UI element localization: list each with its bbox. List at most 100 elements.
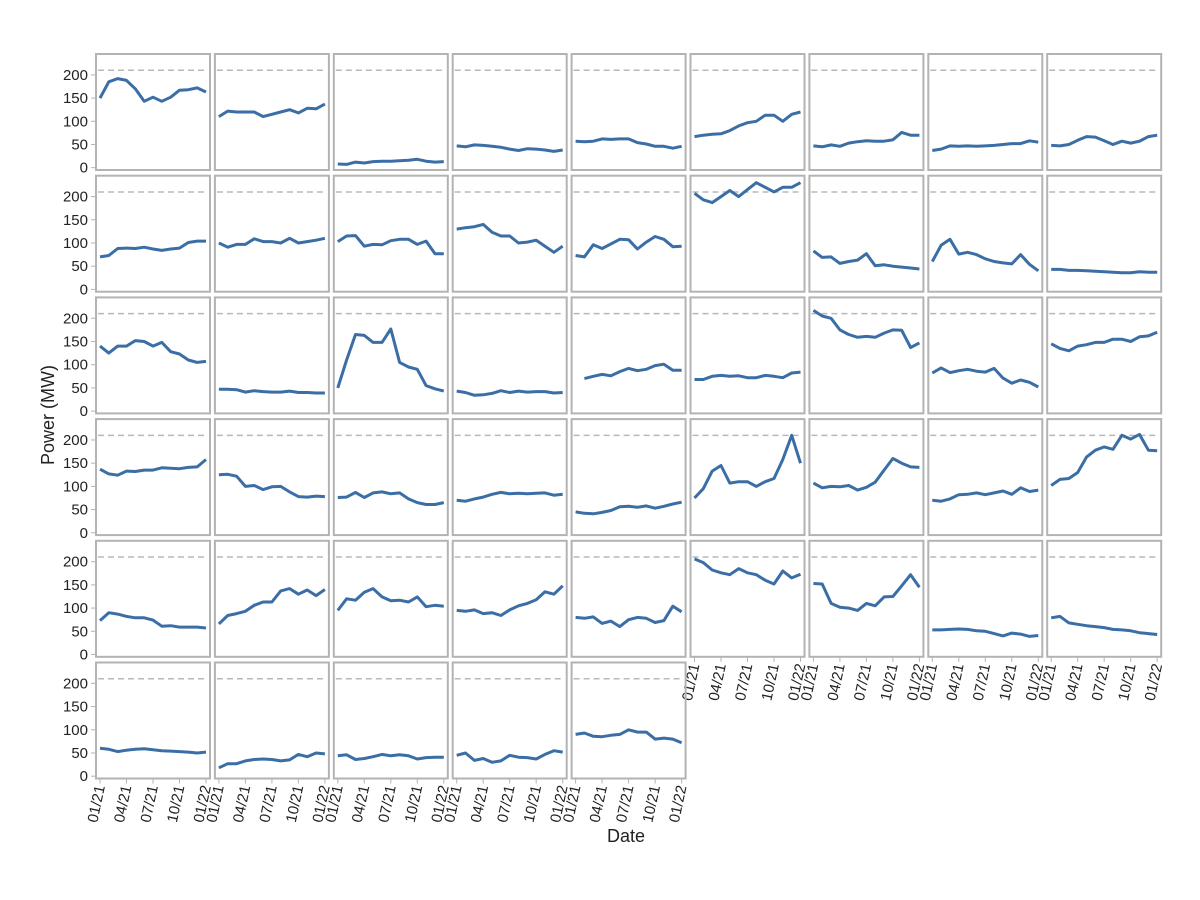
series-line [98,77,207,103]
series-line [932,486,1039,503]
panel-frame [213,174,330,293]
y-tick-label: 150 [63,577,88,594]
series-line [336,234,444,256]
y-tick-label: 150 [63,699,88,716]
x-tick-label: 07/21 [494,784,518,824]
series-line [693,181,802,205]
panel-frame [332,53,449,171]
y-tick-label: 100 [63,722,88,739]
series-line [456,584,564,617]
x-axis-label: Date [607,826,645,846]
y-tick-label: 150 [63,455,88,472]
panel-frame [1046,174,1163,293]
y-tick-label: 150 [63,90,88,107]
panel-frame [95,174,211,293]
x-tick-label: 10/21 [1115,662,1139,702]
series-line [1050,614,1158,636]
panel-frame [332,539,449,658]
y-tick-label: 100 [63,113,88,130]
panel-frame [95,661,211,780]
x-tick-label: 10/21 [758,662,782,702]
x-tick-label: 04/21 [705,662,729,702]
y-tick-label: 200 [63,310,88,327]
series-line [575,235,682,259]
y-tick-label: 0 [80,646,88,663]
x-tick-label: 07/21 [375,784,399,824]
panel-frame [332,418,449,537]
y-tick-label: 200 [63,554,88,571]
y-tick-label: 0 [80,160,88,177]
x-tick-label: 01/21 [84,784,108,824]
x-tick-label: 04/21 [111,784,135,824]
panel-frame [332,174,449,293]
series-line [575,500,682,516]
x-tick-label: 04/21 [230,784,254,824]
series-line [337,752,444,761]
series-line [218,102,326,119]
series-line [99,339,207,364]
panel-frame [808,539,925,658]
y-tick-label: 50 [71,745,88,762]
y-tick-label: 50 [71,136,88,153]
panel-frame [689,539,806,658]
x-tick-label: 10/21 [402,784,426,824]
series-line [575,728,683,745]
series-line [218,472,325,499]
series-line [812,309,921,349]
series-line [336,327,445,393]
x-tick-label: 10/21 [521,784,545,824]
series-line [218,751,326,770]
x-tick-label: 07/21 [970,662,994,702]
series-line [930,237,1040,273]
series-line [813,130,920,149]
panel-frame [213,296,330,415]
panel-frame [570,53,687,171]
x-tick-label: 07/21 [1089,662,1113,702]
series-line [337,490,445,506]
panel-frame [808,53,925,171]
series-line [218,387,325,395]
series-line [694,370,801,381]
series-line [931,366,1040,389]
y-tick-label: 50 [71,380,88,397]
y-tick-label: 50 [71,502,88,519]
y-tick-label: 200 [63,432,88,449]
panel-frame [1046,53,1163,171]
series-line [1051,133,1158,148]
x-tick-label: 01/22 [666,784,690,824]
panel-frame [927,539,1044,658]
series-line [99,458,207,477]
series-line [932,139,1039,152]
panel-frame [451,661,568,780]
y-tick-label: 100 [63,235,88,252]
panel-frame [808,296,925,415]
panel-frame [570,539,687,658]
panel-frame [1046,418,1163,537]
series-line [584,362,682,381]
y-tick-label: 200 [63,67,88,84]
panel-frame [927,174,1044,293]
x-tick-label: 04/21 [824,662,848,702]
panel-frame [927,418,1044,537]
panel-frame [689,53,806,171]
y-tick-label: 0 [80,403,88,420]
x-tick-label: 10/21 [877,662,901,702]
panel-frame [332,296,449,415]
series-line [456,389,563,397]
series-line [1051,267,1158,275]
y-tick-label: 200 [63,675,88,692]
y-tick-label: 0 [80,768,88,785]
panel-frame [213,539,330,658]
x-tick-label: 04/21 [349,784,373,824]
series-line [813,573,921,612]
x-tick-label: 07/21 [851,662,875,702]
series-line [456,490,563,503]
x-tick-label: 04/21 [468,784,492,824]
x-tick-label: 07/21 [256,784,280,824]
panel-frame [451,418,568,537]
series-line [337,157,444,166]
x-tick-label: 01/22 [1142,662,1166,702]
x-tick-label: 10/21 [996,662,1020,702]
series-line [456,222,564,254]
